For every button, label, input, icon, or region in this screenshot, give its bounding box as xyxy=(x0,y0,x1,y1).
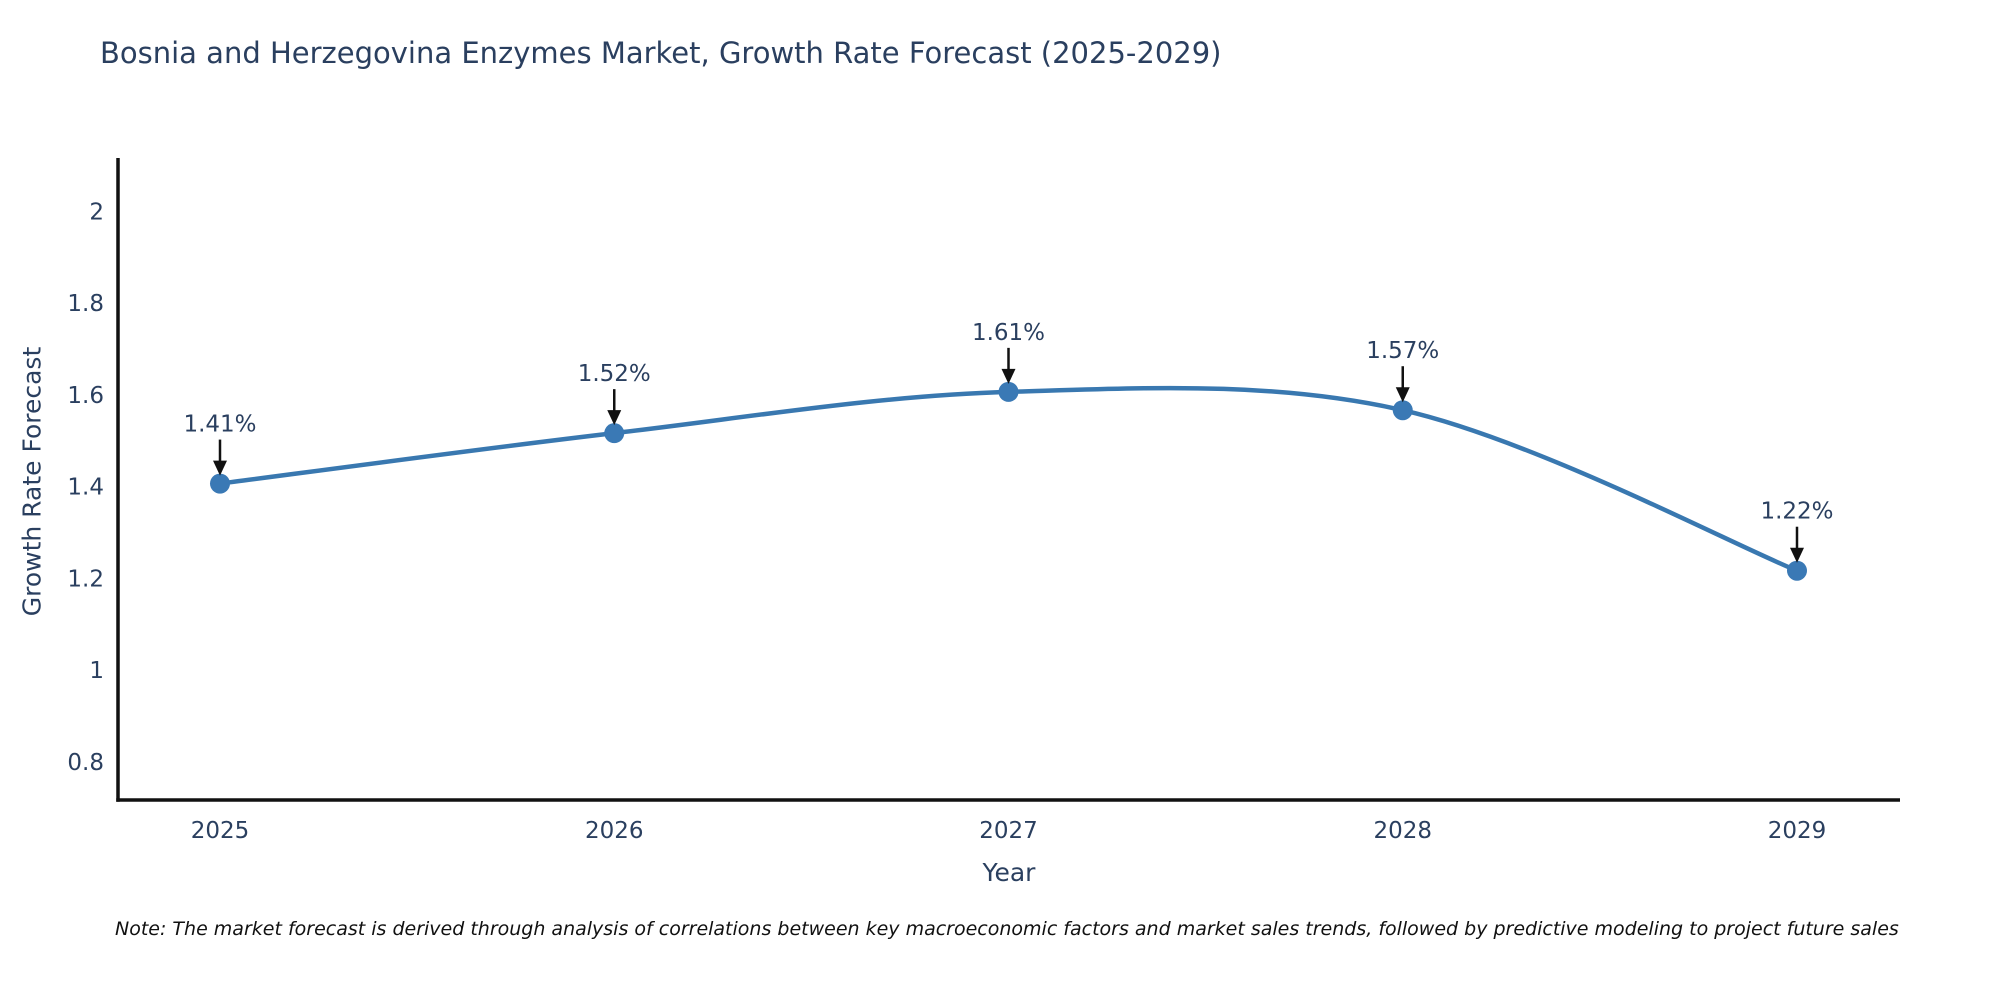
y-tick-label: 1.6 xyxy=(67,383,104,409)
data-point-marker[interactable] xyxy=(210,473,230,494)
y-tick-label: 1 xyxy=(89,658,104,684)
annotation-arrow-head xyxy=(1001,368,1016,384)
x-tick-label: 2026 xyxy=(585,818,644,844)
y-tick-label: 1.8 xyxy=(67,291,104,317)
y-tick-label: 1.2 xyxy=(67,566,104,592)
footnote: Note: The market forecast is derived thr… xyxy=(115,918,1899,940)
y-tick-label: 2 xyxy=(89,200,104,226)
annotation-arrow-head xyxy=(1395,387,1410,403)
annotation-arrow-head xyxy=(607,410,622,426)
x-axis-title: Year xyxy=(982,858,1036,887)
annotation-arrow-head xyxy=(1790,547,1804,563)
y-tick-label: 0.8 xyxy=(67,750,104,776)
x-tick-label: 2027 xyxy=(979,818,1038,844)
data-point-marker[interactable] xyxy=(1787,560,1807,581)
x-tick-label: 2025 xyxy=(191,818,250,844)
chart-title: Bosnia and Herzegovina Enzymes Market, G… xyxy=(100,36,1222,70)
data-point-marker[interactable] xyxy=(1392,400,1413,421)
trend-line xyxy=(219,385,1798,573)
point-annotation: 1.41% xyxy=(183,412,256,438)
data-point-marker[interactable] xyxy=(604,423,625,444)
x-tick-label: 2028 xyxy=(1373,818,1432,844)
point-annotation: 1.61% xyxy=(972,320,1045,346)
annotation-arrow-head xyxy=(213,460,227,476)
point-annotation: 1.22% xyxy=(1760,499,1833,525)
x-tick-label: 2029 xyxy=(1768,818,1827,844)
point-annotation: 1.52% xyxy=(578,361,651,387)
y-tick-label: 1.4 xyxy=(67,475,104,501)
point-annotation: 1.57% xyxy=(1366,338,1439,364)
data-point-marker[interactable] xyxy=(998,381,1019,402)
